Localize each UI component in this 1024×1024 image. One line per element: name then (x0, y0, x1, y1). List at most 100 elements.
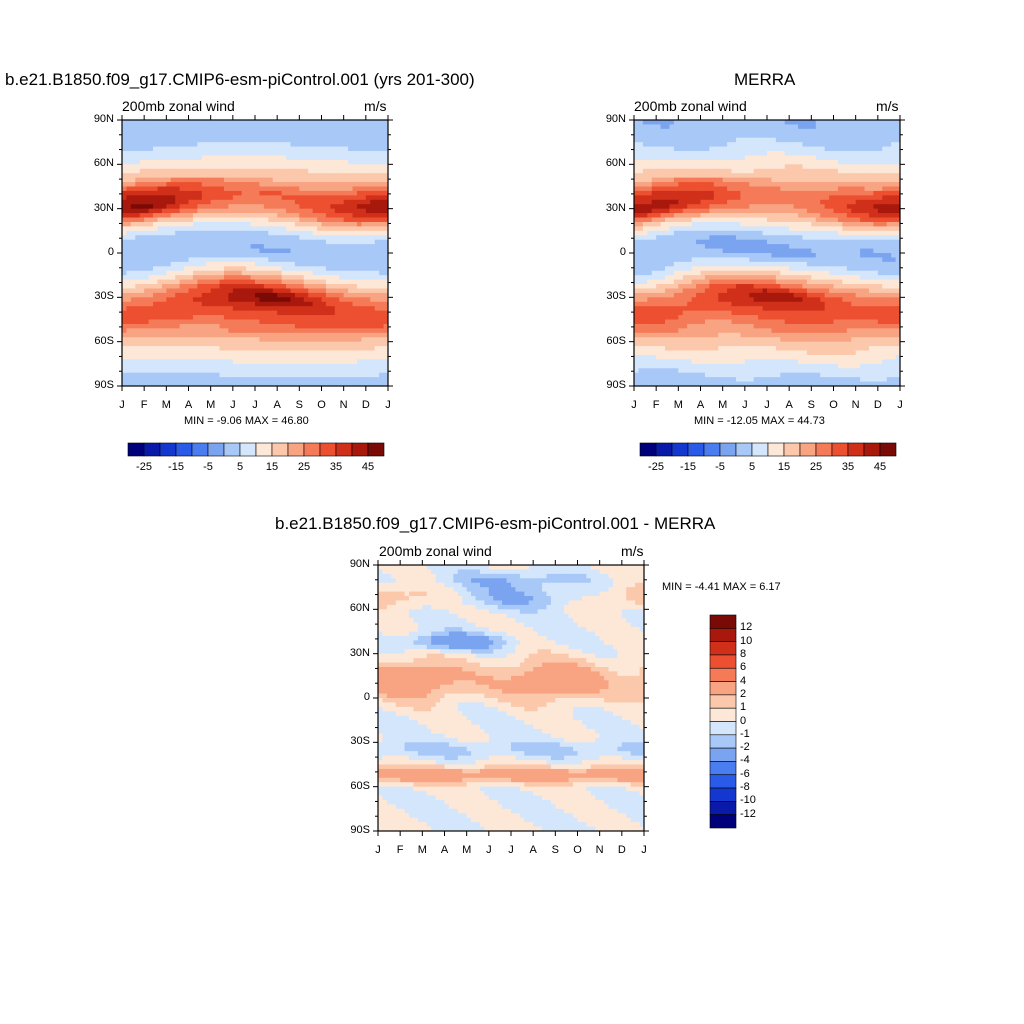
panel-title: b.e21.B1850.f09_g17.CMIP6-esm-piControl.… (275, 514, 716, 533)
colorbar-label: 2 (740, 687, 747, 700)
colorbar-box (367, 442, 385, 457)
colorbar-box (831, 442, 849, 457)
colorbar-box (175, 442, 193, 457)
colorbar-label: 8 (740, 647, 747, 660)
colorbar-box (709, 641, 737, 656)
x-tick-label: N (595, 844, 604, 856)
tick-marks (373, 560, 649, 836)
y-tick-label: 0 (363, 691, 370, 703)
colorbar-box (879, 442, 897, 457)
colorbar-label: -15 (168, 461, 184, 473)
x-tick-label: A (440, 844, 449, 856)
colorbar-label: 1 (740, 701, 747, 714)
x-tick-label: M (462, 844, 472, 856)
x-tick-label: J (385, 399, 391, 411)
colorbar-label: 25 (809, 461, 823, 473)
colorbar-box (287, 442, 305, 457)
colorbar-label: 35 (329, 461, 343, 473)
colorbar-box (687, 442, 705, 457)
y-tick-label: 60N (605, 157, 626, 170)
colorbar-box (303, 442, 321, 457)
contour-plot (117, 115, 393, 391)
colorbar-label: 10 (740, 634, 753, 647)
x-tick-label: O (317, 399, 326, 411)
x-tick-label: M (718, 399, 728, 411)
colorbar-box (239, 442, 257, 457)
y-tick-label: 60N (349, 602, 370, 615)
colorbar-box (709, 814, 737, 829)
colorbar-box (709, 721, 737, 736)
y-tick-label: 30S (606, 290, 626, 303)
colorbar-box (719, 442, 737, 457)
x-tick-label: J (764, 399, 770, 411)
contour-plot (373, 560, 649, 836)
colorbar-box (847, 442, 865, 457)
contour-fill (378, 565, 645, 832)
colorbar-box (709, 707, 737, 722)
x-tick-label: S (807, 399, 815, 411)
colorbar-box (709, 667, 737, 682)
x-tick-label: F (652, 399, 660, 411)
colorbar-box (863, 442, 881, 457)
y-tick-label: 90S (94, 379, 114, 391)
x-tick-label: F (396, 844, 404, 856)
colorbar-box (191, 442, 209, 457)
colorbar-label: 5 (748, 461, 756, 473)
x-tick-label: J (631, 399, 637, 411)
y-tick-label: 90S (606, 379, 626, 391)
x-tick-label: A (529, 844, 537, 856)
colorbar-box (709, 734, 737, 749)
colorbar-label: 12 (740, 621, 753, 634)
contour-fill (122, 120, 389, 387)
tick-marks (629, 115, 905, 391)
colorbar-box (271, 442, 289, 457)
colorbar-label: -8 (740, 781, 750, 794)
colorbar-label: 45 (361, 461, 375, 473)
colorbar-label: 0 (740, 714, 747, 727)
panel-left-string: 200mb zonal wind (634, 98, 747, 114)
x-tick-label: D (873, 399, 882, 411)
y-tick-label: 30N (349, 646, 370, 659)
x-tick-label: A (184, 399, 193, 411)
colorbar-box (709, 787, 737, 802)
y-tick-label: 30N (93, 201, 114, 214)
colorbar-label: 35 (841, 461, 855, 473)
colorbar-box (223, 442, 241, 457)
x-tick-label: F (140, 399, 148, 411)
x-tick-label: J (742, 399, 748, 411)
x-tick-label: D (361, 399, 370, 411)
colorbar-label: -10 (740, 794, 756, 807)
colorbar-label: -5 (715, 461, 725, 473)
y-tick-label: 30S (350, 735, 370, 748)
colorbar-label: 15 (265, 461, 279, 473)
colorbar-label: 6 (740, 661, 747, 674)
min-max-label: MIN = -12.05 MAX = 44.73 (694, 415, 825, 427)
x-tick-label: A (785, 399, 793, 411)
colorbar (709, 614, 737, 829)
colorbar-label: 4 (740, 674, 747, 687)
colorbar-box (639, 442, 657, 457)
x-tick-label: A (273, 399, 281, 411)
colorbar-box (815, 442, 833, 457)
colorbar-label: -25 (136, 461, 152, 473)
contour-plot (629, 115, 905, 391)
colorbar-box (709, 628, 737, 642)
colorbar (127, 442, 385, 457)
colorbar-box (735, 442, 753, 457)
x-tick-label: J (119, 399, 125, 411)
colorbar-box (709, 614, 737, 629)
colorbar-box (709, 761, 737, 776)
y-tick-label: 60S (350, 779, 370, 792)
y-tick-label: 0 (619, 246, 626, 258)
colorbar-label: -2 (740, 741, 750, 754)
y-tick-label: 90S (350, 824, 370, 836)
colorbar-box (655, 442, 673, 457)
colorbar-box (709, 774, 737, 789)
colorbar-box (709, 694, 737, 709)
colorbar-box (709, 654, 737, 669)
colorbar-box (127, 442, 145, 457)
y-tick-label: 90N (349, 558, 370, 570)
y-tick-label: 60N (93, 157, 114, 170)
colorbar-label: -5 (203, 461, 213, 473)
colorbar-label: 15 (777, 461, 791, 473)
